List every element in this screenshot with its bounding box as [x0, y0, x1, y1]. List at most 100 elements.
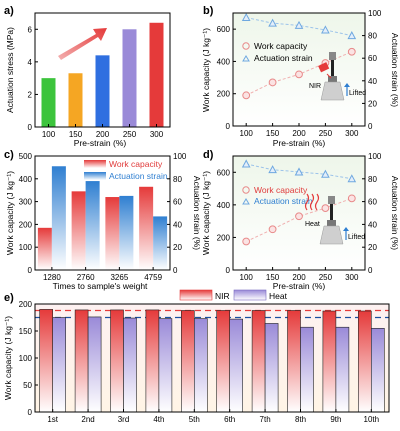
inset-heat-label: Heat [305, 221, 320, 228]
panel-e-x-tick-label: 1st [47, 415, 58, 424]
panel-d-y2-tick-label: 0 [368, 266, 373, 275]
panel-b-y-tick-label: 0 [226, 122, 231, 131]
panel-d-y-tick-label: 600 [217, 168, 231, 177]
nir-bar-4th [145, 309, 160, 413]
panel-a-y-tick-label: 4 [28, 58, 33, 67]
work-capacity-point [268, 78, 277, 87]
actuation-strain-bar-4759 [153, 216, 168, 270]
panel-b-y2-tick-label: 80 [368, 32, 377, 41]
panel-d-y2-tick-label: 100 [368, 152, 382, 161]
heat-lift-illustration [304, 193, 349, 245]
actuation-strain-point [268, 165, 277, 174]
actuation-strain-bar-2760 [85, 181, 100, 270]
panel-c-y-tick-label: 300 [19, 198, 33, 207]
panel-d-y-tick-label: 200 [217, 233, 231, 242]
panel-d-y2-tick-label: 80 [368, 175, 377, 184]
bar-150 [68, 73, 83, 127]
panel-c-label: c) [4, 149, 14, 161]
legend-work-capacity-swatch [84, 160, 106, 168]
panel-c-y-tick-label: 0 [28, 266, 33, 275]
nir-bar-5th [181, 310, 195, 413]
actuation-strain-point [241, 159, 251, 168]
work-capacity-point [321, 204, 330, 213]
panel-b-y2-tick-label: 0 [368, 122, 373, 131]
panel-e-x-tick-label: 5th [189, 415, 200, 424]
panel-c-x-tick-label: 1280 [43, 273, 61, 282]
inset-nir-label: NIR [309, 83, 321, 90]
actuation-strain-point [241, 12, 251, 22]
panel-b-bg [233, 13, 365, 126]
panel-a-x-tick-label: 200 [96, 130, 110, 139]
work-capacity-point [242, 91, 251, 100]
panel-b-y2-tick-label: 20 [368, 99, 377, 108]
panel-b-label: b) [203, 5, 214, 17]
work-capacity-bar-4759 [139, 186, 154, 270]
heat-bar-10th [370, 327, 385, 413]
panel-c-frame [34, 155, 171, 271]
actuation-strain-bar-3265 [119, 195, 134, 270]
panel-a-ylabel: Actuation stress (MPa) [5, 27, 15, 113]
legend-heat: Heat [269, 291, 288, 301]
legend-actuation-strain-marker [242, 55, 250, 62]
work-capacity-point [347, 194, 356, 203]
heat-bar-6th [229, 318, 243, 413]
panel-c-y-tick-label: 500 [19, 152, 33, 161]
panel-a-y-tick-label: 2 [28, 90, 33, 99]
nir-lift-illustration [318, 52, 350, 101]
actuation-strain-point [321, 25, 330, 34]
panel-e-label: e) [4, 292, 14, 304]
legend-work-capacity: Work capacity [109, 159, 163, 169]
panel-e-y-tick-label: 100 [19, 354, 33, 363]
actuation-strain-trend-line [246, 17, 352, 37]
panel-e: e) NIR Heat 0 50 100 150 200 1st 2nd 3rd 4th 5th 6… [3, 289, 390, 424]
panel-e-y-tick-label: 0 [28, 408, 33, 417]
panel-b-x-tick-label: 200 [292, 129, 306, 138]
legend-actuation-strain-marker [242, 198, 250, 205]
legend-work-capacity: Work capacity [254, 41, 308, 51]
panel-d-y2label: Actuation strain (%) [390, 176, 400, 250]
panel-d-y-tick-label: 0 [226, 266, 231, 275]
panel-d-x-tick-label: 200 [292, 273, 306, 282]
legend-heat-swatch [233, 289, 267, 301]
panel-d: d) 0 200 400 600 0 20 40 60 80 100 100 150 200 250 300… [201, 149, 400, 291]
panel-b-y2label: Actuation strain (%) [390, 33, 400, 107]
panel-a-y-tick-label: 6 [28, 25, 33, 34]
nir-bar-3rd [110, 309, 124, 413]
work-capacity-bar-1280 [37, 227, 52, 270]
bar-100 [41, 78, 56, 127]
bar-250 [122, 29, 137, 128]
panel-c: c) Work capacity Actuation strain 0 100 20… [4, 149, 202, 291]
panel-d-label: d) [203, 149, 214, 161]
panel-b: b) 0 200 400 600 0 20 40 60 80 100 100 150 200 250 300… [201, 5, 400, 148]
heat-bar-9th [335, 326, 350, 413]
heat-bar-7th [264, 323, 279, 413]
actuation-strain-point [294, 167, 304, 176]
panel-c-x-tick-label: 4759 [144, 273, 162, 282]
panel-e-ylabel: Work capacity (J kg⁻¹) [3, 316, 13, 400]
panel-c-x-tick-label: 2760 [77, 273, 95, 282]
panel-b-y2-tick-label: 60 [368, 54, 377, 63]
panel-b-x-tick-label: 250 [319, 129, 333, 138]
panel-d-ylabel: Work capacity (J kg⁻¹) [201, 171, 211, 255]
bar-200 [95, 55, 110, 127]
panel-c-y2label: Actuation strain (%) [192, 176, 202, 250]
work-capacity-point [242, 237, 251, 246]
panel-e-x-tick-label: 9th [330, 415, 341, 424]
panel-d-y2-tick-label: 20 [368, 243, 377, 252]
panel-d-x-tick-label: 300 [345, 273, 359, 282]
nir-bar-1st [39, 309, 54, 413]
panel-e-y-tick-label: 150 [19, 327, 33, 336]
legend-actuation-strain: Actuation strain [254, 53, 313, 63]
heat-bar-3rd [123, 317, 137, 413]
actuation-strain-point [268, 18, 277, 27]
panel-e-x-tick-label: 6th [224, 415, 235, 424]
panel-e-y-tick-label: 200 [19, 300, 33, 309]
panel-d-y-tick-label: 400 [217, 201, 231, 210]
panel-c-x-tick-label: 3265 [110, 273, 128, 282]
legend-nir: NIR [215, 291, 230, 301]
panel-a-x-tick-label: 100 [42, 130, 56, 139]
legend-actuation-strain: Actuation strain [109, 171, 168, 181]
legend-work-capacity-marker [242, 186, 250, 194]
heat-bar-1st [52, 317, 67, 413]
